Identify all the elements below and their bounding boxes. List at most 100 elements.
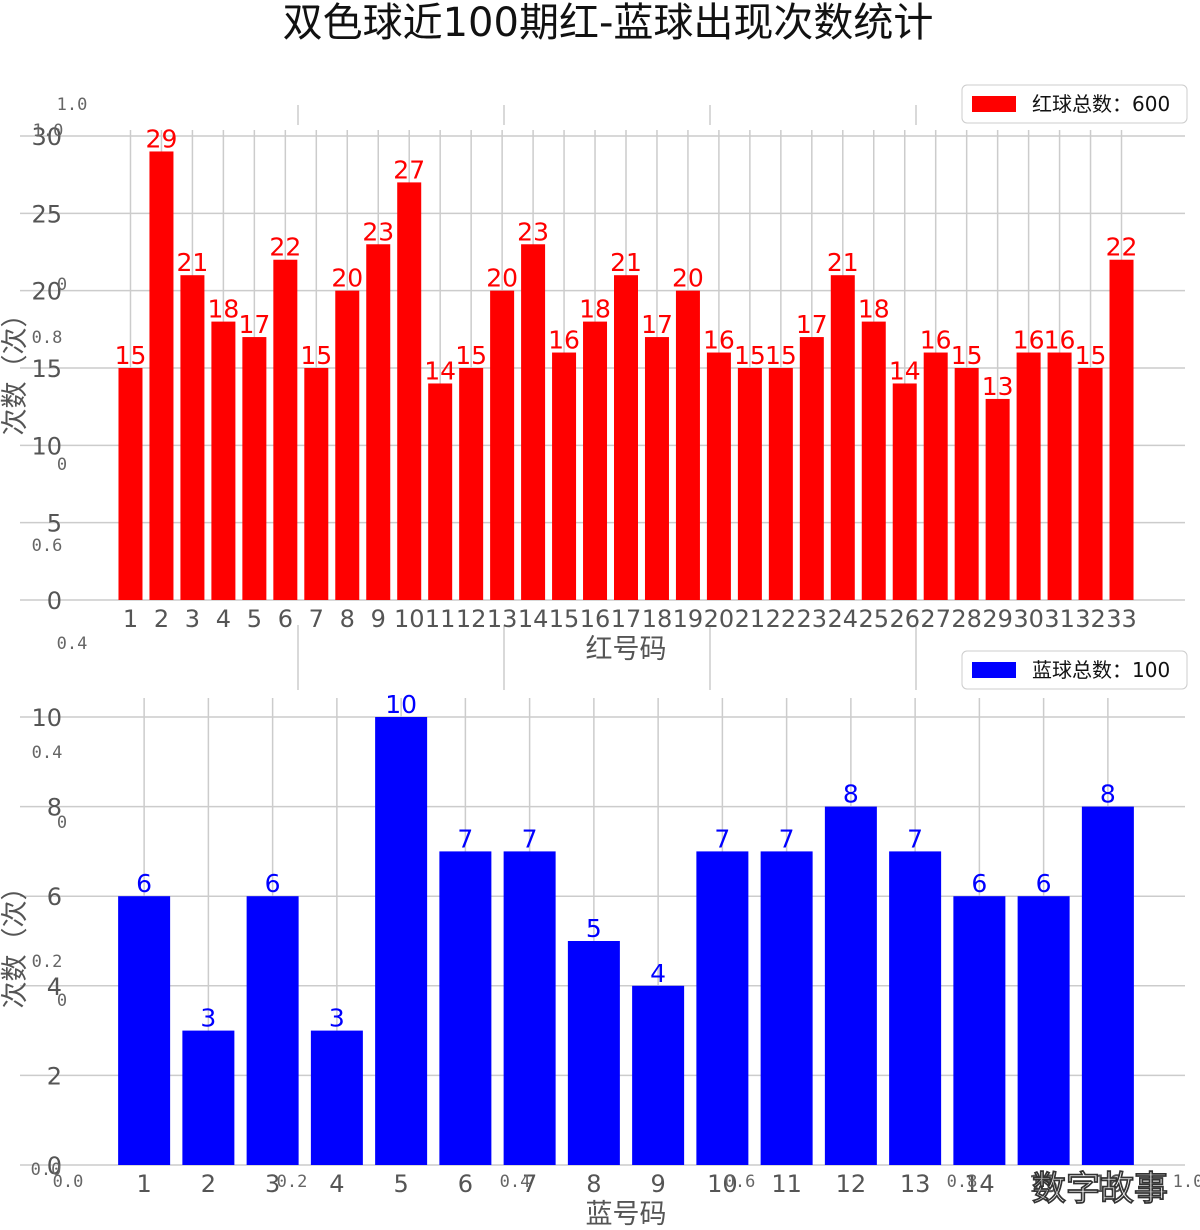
blue-xtick-label-11: 11 xyxy=(771,1170,802,1198)
red-bar-18 xyxy=(644,337,669,600)
red-yaxis-label: 次数（次） xyxy=(0,301,31,436)
red-xtick-label-32: 32 xyxy=(1075,605,1106,633)
blue-data-label-11: 7 xyxy=(779,824,795,853)
ghost-label-bottom-6: 0.2 xyxy=(277,1172,308,1192)
blue-data-label-7: 7 xyxy=(522,824,538,853)
blue-ytick-label-4: 8 xyxy=(47,794,62,822)
red-data-label-15: 16 xyxy=(548,326,580,355)
blue-ball-chart: 0246810613263341057677584971071181271361… xyxy=(0,650,1188,1230)
red-xtick-label-21: 21 xyxy=(735,605,766,633)
red-bar-20 xyxy=(706,352,731,600)
red-bar-25 xyxy=(861,321,886,600)
red-bar-19 xyxy=(675,290,700,600)
blue-bar-3 xyxy=(246,896,299,1165)
red-xtick-label-28: 28 xyxy=(951,605,982,633)
red-bar-2 xyxy=(149,151,174,600)
blue-xtick-label-4: 4 xyxy=(329,1170,344,1198)
blue-bar-1 xyxy=(118,896,171,1165)
red-data-label-13: 20 xyxy=(486,264,518,293)
red-bar-1 xyxy=(118,368,143,600)
red-legend-box xyxy=(961,84,1188,124)
red-ytick-label-2: 10 xyxy=(31,432,62,460)
red-xtick-label-33: 33 xyxy=(1106,605,1137,633)
blue-legend-label: 蓝球总数：100 xyxy=(1032,658,1170,682)
red-bar-24 xyxy=(830,275,855,600)
red-bar-14 xyxy=(521,244,546,600)
ghost-label-5: 0.6 xyxy=(32,536,63,556)
red-bar-22 xyxy=(768,368,793,600)
red-data-label-26: 14 xyxy=(889,356,921,385)
red-data-label-6: 22 xyxy=(269,233,301,262)
blue-bar-12 xyxy=(824,806,877,1165)
blue-data-label-6: 7 xyxy=(457,824,473,853)
red-bar-26 xyxy=(892,383,917,600)
red-bar-9 xyxy=(366,244,391,600)
red-ytick-label-0: 0 xyxy=(47,587,62,615)
blue-xtick-label-14: 14 xyxy=(964,1170,995,1198)
ghost-label-bottom-10: 1.0 xyxy=(1173,1172,1200,1192)
blue-bar-16 xyxy=(1081,806,1134,1165)
red-xtick-label-24: 24 xyxy=(828,605,859,633)
ghost-label-bottom-3: 0 xyxy=(57,991,67,1011)
blue-xtick-label-1: 1 xyxy=(136,1170,151,1198)
red-bar-32 xyxy=(1078,368,1103,600)
red-xtick-label-31: 31 xyxy=(1044,605,1075,633)
red-bar-23 xyxy=(799,337,824,600)
ghost-axis-frame xyxy=(297,105,917,690)
blue-xtick-label-7: 7 xyxy=(522,1170,537,1198)
red-bar-30 xyxy=(1016,352,1041,600)
ghost-label-bottom-0: 0.4 xyxy=(32,743,63,763)
red-xtick-label-12: 12 xyxy=(456,605,487,633)
red-data-label-17: 21 xyxy=(610,248,642,277)
red-bar-10 xyxy=(397,182,422,600)
ghost-axis-labels: 1.01.000.800.60.40.400.200.00.0 0.2 0.4 0.6… xyxy=(31,95,1200,1192)
ghost-label-bottom-7: 0.4 xyxy=(500,1172,531,1192)
blue-bar-15 xyxy=(1017,896,1070,1165)
red-data-label-10: 27 xyxy=(393,155,425,184)
blue-bar-11 xyxy=(760,851,813,1165)
ghost-label-0: 1.0 xyxy=(57,95,88,115)
blue-data-label-9: 4 xyxy=(650,959,666,988)
blue-legend-swatch xyxy=(972,662,1016,678)
red-ball-chart: 0510152025301512922131841752261572082392… xyxy=(0,84,1188,665)
red-xtick-label-11: 11 xyxy=(425,605,456,633)
blue-ytick-label-1: 2 xyxy=(47,1062,62,1090)
ghost-label-3: 0.8 xyxy=(32,328,63,348)
blue-yaxis-label: 次数（次） xyxy=(0,874,31,1009)
ghost-label-bottom-8: 0.6 xyxy=(725,1172,756,1192)
blue-bar-8 xyxy=(567,941,620,1165)
red-xtick-label-25: 25 xyxy=(858,605,889,633)
red-xtick-label-9: 9 xyxy=(371,605,386,633)
blue-xtick-label-3: 3 xyxy=(265,1170,280,1198)
ghost-label-bottom-2: 0.2 xyxy=(32,952,63,972)
red-xtick-label-7: 7 xyxy=(309,605,324,633)
red-data-label-20: 16 xyxy=(703,326,735,355)
blue-ytick-label-2: 4 xyxy=(47,973,62,1001)
red-xtick-label-5: 5 xyxy=(247,605,262,633)
blue-ytick-label-5: 10 xyxy=(31,704,62,732)
red-xtick-label-26: 26 xyxy=(889,605,920,633)
red-bar-7 xyxy=(304,368,329,600)
red-data-label-25: 18 xyxy=(858,295,890,324)
ghost-label-bottom-9: 0.8 xyxy=(947,1172,978,1192)
red-bar-29 xyxy=(985,398,1010,600)
red-ytick-label-6: 30 xyxy=(31,123,62,151)
red-ytick-label-4: 20 xyxy=(31,278,62,306)
blue-xaxis-label: 蓝号码 xyxy=(586,1199,667,1230)
red-xtick-label-16: 16 xyxy=(580,605,611,633)
blue-bar-4 xyxy=(310,1030,363,1165)
red-bar-11 xyxy=(428,383,453,600)
blue-bar-10 xyxy=(696,851,749,1165)
red-xtick-label-17: 17 xyxy=(611,605,642,633)
blue-data-label-13: 7 xyxy=(907,824,923,853)
red-data-label-32: 15 xyxy=(1075,341,1107,370)
red-xtick-label-22: 22 xyxy=(766,605,797,633)
red-xtick-label-6: 6 xyxy=(278,605,293,633)
red-ytick-label-1: 5 xyxy=(47,510,62,538)
red-xtick-label-2: 2 xyxy=(154,605,169,633)
red-bar-4 xyxy=(211,321,236,600)
blue-legend: 蓝球总数：100 xyxy=(961,650,1188,690)
red-xtick-label-20: 20 xyxy=(704,605,735,633)
red-bar-15 xyxy=(552,352,577,600)
